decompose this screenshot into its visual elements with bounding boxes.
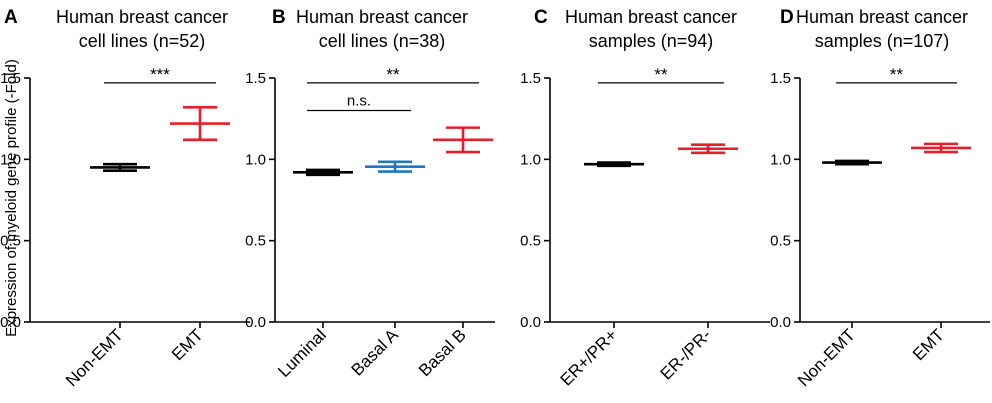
panels: A Human breast cancer cell lines (n=52) 0.0… bbox=[0, 7, 990, 390]
panel-letter: B bbox=[272, 7, 286, 28]
y-tick-label: 1.5 bbox=[0, 70, 21, 87]
significance-label: n.s. bbox=[347, 93, 371, 110]
y-tick-label: 1.5 bbox=[770, 70, 791, 87]
panel-title-line-1: Human breast cancer bbox=[796, 7, 968, 27]
y-tick-label: 1.0 bbox=[245, 151, 266, 168]
x-category-label: Basal A bbox=[348, 325, 403, 380]
panel-title-line-2: cell lines (n=52) bbox=[79, 31, 206, 51]
panel-title-line-2: samples (n=94) bbox=[589, 31, 714, 51]
x-category-label: EMT bbox=[168, 325, 207, 364]
y-tick-label: 1.5 bbox=[520, 70, 541, 87]
x-category-label: Non-EMT bbox=[62, 325, 127, 390]
x-category-label: Non-EMT bbox=[794, 325, 859, 390]
panel-title-line-1: Human breast cancer bbox=[56, 7, 228, 27]
x-category-label: Luminal bbox=[274, 325, 330, 381]
y-tick-label: 1.0 bbox=[520, 151, 541, 168]
y-tick-label: 1.5 bbox=[245, 70, 266, 87]
panel-c: C Human breast cancer samples (n=94) 0.0 0.5… bbox=[520, 7, 770, 390]
y-tick-label: 0.5 bbox=[520, 233, 541, 250]
x-category-label: ER-/PR- bbox=[657, 325, 715, 383]
y-tick-label: 1.0 bbox=[770, 151, 791, 168]
x-category-label: ER+/PR+ bbox=[557, 325, 621, 389]
y-tick-label: 0.5 bbox=[245, 233, 266, 250]
significance-label: ** bbox=[890, 65, 904, 84]
x-category-label: Basal B bbox=[415, 325, 470, 380]
x-category-label: EMT bbox=[909, 325, 948, 364]
y-tick-label: 0.5 bbox=[0, 233, 21, 250]
panel-d: D Human breast cancer samples (n=107) 0.0 0.… bbox=[770, 7, 990, 390]
panel-a: A Human breast cancer cell lines (n=52) 0.0… bbox=[0, 7, 250, 390]
y-tick-label: 0.5 bbox=[770, 233, 791, 250]
y-tick-label: 1.0 bbox=[0, 151, 21, 168]
panel-title-line-1: Human breast cancer bbox=[565, 7, 737, 27]
panel-letter: C bbox=[534, 7, 548, 28]
y-tick-label: 0.0 bbox=[245, 314, 266, 331]
panel-title-line-1: Human breast cancer bbox=[296, 7, 468, 27]
y-tick-label: 0.0 bbox=[770, 314, 791, 331]
panel-letter: D bbox=[780, 7, 794, 28]
y-axis-label: Expression of myeloid gene profile (-Fol… bbox=[3, 59, 20, 337]
significance-label: ** bbox=[386, 65, 400, 84]
y-tick-label: 0.0 bbox=[0, 314, 21, 331]
panel-b: B Human breast cancer cell lines (n=38) 0.0… bbox=[245, 7, 495, 381]
panel-title-line-2: cell lines (n=38) bbox=[319, 31, 446, 51]
significance-label: *** bbox=[150, 65, 170, 84]
y-tick-label: 0.0 bbox=[520, 314, 541, 331]
significance-label: ** bbox=[654, 65, 668, 84]
panel-letter: A bbox=[4, 7, 18, 28]
panel-title-line-2: samples (n=107) bbox=[815, 31, 950, 51]
